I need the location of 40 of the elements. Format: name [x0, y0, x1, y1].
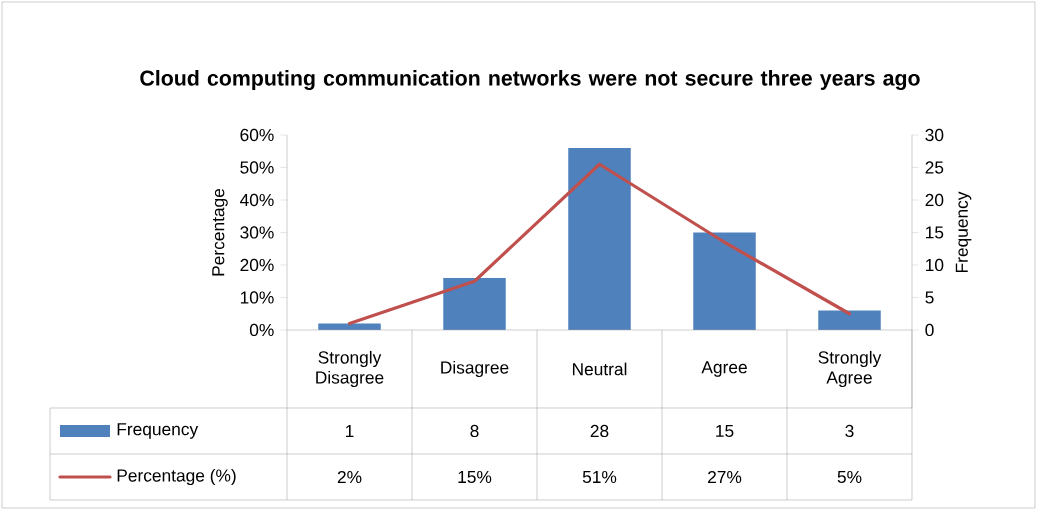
y-axis-title: Percentage	[212, 188, 228, 276]
chart-title: Cloud computing communication networks were not secure three years ago	[140, 70, 920, 90]
y-tick-label: 10%	[240, 291, 274, 304]
data-label: 8	[470, 424, 479, 438]
data-label: 15%	[458, 470, 492, 484]
y2-tick-label: 30	[925, 128, 944, 142]
y-tick-label: 0%	[249, 323, 274, 337]
bar	[818, 310, 881, 330]
x-tick-label: Neutral	[572, 362, 627, 376]
legend-label: Percentage (%)	[117, 468, 236, 486]
y2-axis-title: Frequency	[955, 191, 972, 273]
bar	[318, 323, 381, 330]
y-tick-label: 50%	[240, 161, 274, 174]
legend-label: Frequency	[117, 423, 199, 439]
y-tick-label: 20%	[240, 258, 274, 272]
data-label: 28	[590, 424, 609, 438]
bar	[693, 232, 756, 330]
bar	[443, 277, 506, 330]
y2-tick-label: 5	[925, 291, 934, 304]
x-tick-label: Strongly Agree	[818, 350, 882, 388]
y2-tick-label: 25	[925, 161, 944, 174]
y-tick-label: 40%	[240, 193, 274, 207]
data-label: 51%	[582, 470, 617, 484]
y-tick-label: 60%	[240, 128, 274, 142]
data-label: 3	[845, 424, 854, 438]
x-tick-label: Agree	[701, 361, 747, 377]
line-series	[347, 162, 852, 326]
x-tick-label: Strongly Disagree	[316, 350, 384, 388]
y-tick-label: 30%	[240, 226, 274, 239]
data-label: 5%	[837, 470, 862, 484]
data-label: 2%	[337, 470, 362, 484]
data-label: 1	[346, 425, 354, 437]
y2-tick-label: 20	[925, 193, 944, 207]
bar	[568, 147, 631, 330]
x-tick-label: Disagree	[441, 360, 509, 378]
y2-tick-label: 10	[926, 258, 944, 272]
y2-tick-label: 0	[925, 323, 934, 337]
y2-tick-label: 15	[926, 226, 944, 239]
data-label: 15	[716, 424, 734, 438]
data-label: 27%	[708, 470, 742, 484]
